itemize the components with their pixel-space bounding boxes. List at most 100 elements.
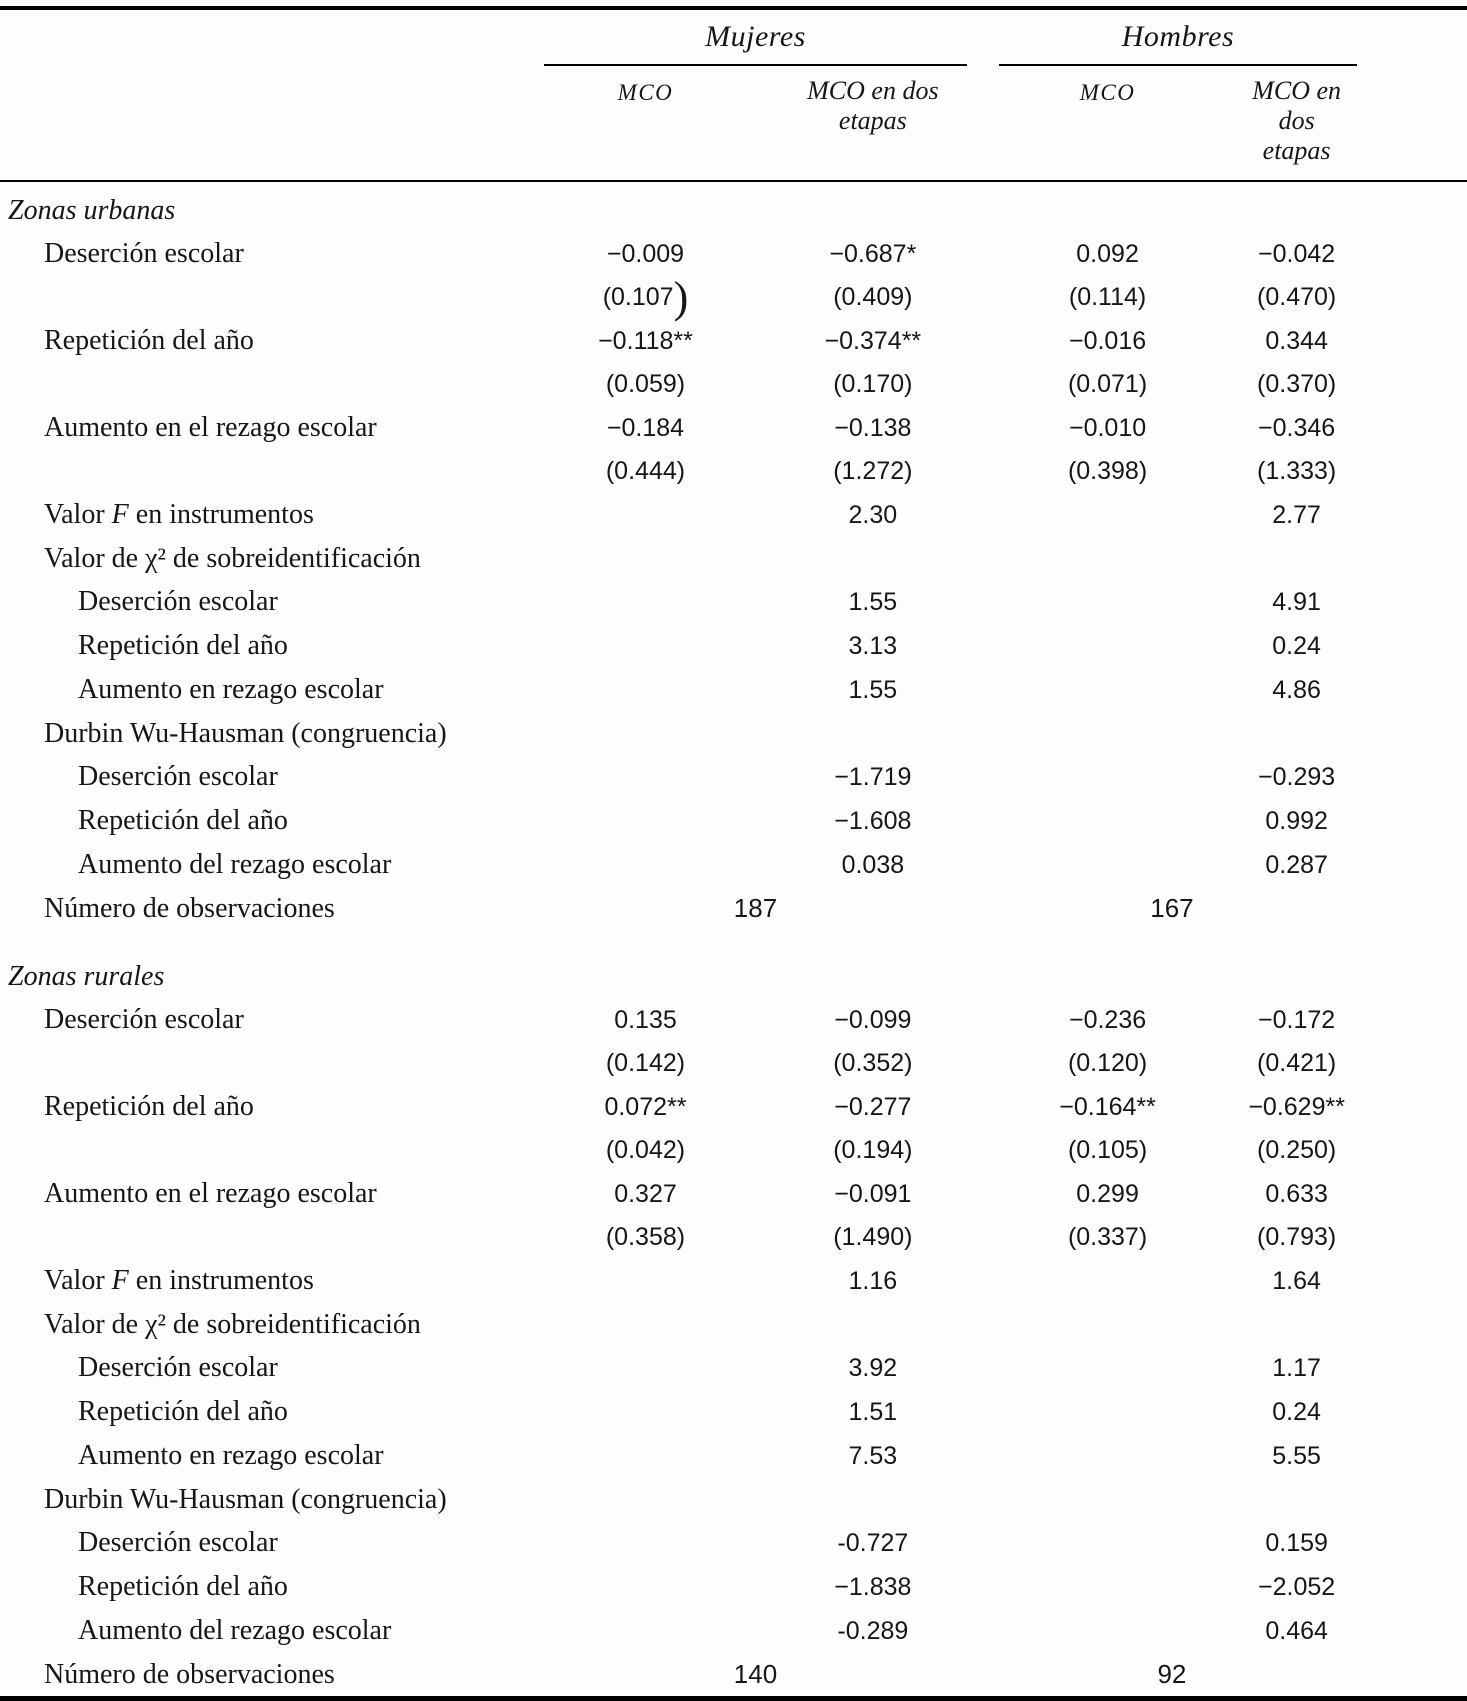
row-label: Aumento en el rezago escolar bbox=[44, 412, 377, 443]
cell-value bbox=[1232, 712, 1467, 755]
standard-error-value: (0.421) bbox=[1257, 1049, 1337, 1077]
row-label bbox=[0, 363, 528, 406]
row-label bbox=[0, 1042, 528, 1085]
cell-value bbox=[1232, 1303, 1467, 1346]
row-label: Repetición del año bbox=[78, 1571, 288, 1602]
results-table: Mujeres Hombres MCO MCO en dos etapas MC… bbox=[0, 6, 1467, 1701]
row-label: Valor F en instrumentos bbox=[44, 499, 314, 530]
row-label bbox=[0, 1216, 528, 1259]
standard-error-value: (0.071) bbox=[1067, 370, 1148, 398]
cell-value: 1.55 bbox=[848, 676, 898, 704]
cell-value: 4.86 bbox=[1272, 676, 1321, 704]
cell-value bbox=[983, 493, 1232, 537]
cell-value bbox=[983, 1303, 1232, 1346]
standard-error-value: (1.272) bbox=[833, 457, 913, 485]
cell-value: −1.719 bbox=[834, 763, 912, 791]
column-header-mco-mujeres: MCO bbox=[528, 66, 763, 182]
standard-error-value: (0.352) bbox=[833, 1049, 913, 1077]
cell-value bbox=[763, 712, 983, 755]
cell-value bbox=[528, 580, 763, 624]
cell-value: -0.289 bbox=[837, 1617, 909, 1645]
cell-value: 0.072** bbox=[604, 1093, 687, 1121]
table-row: Repetición del año −1.608 0.992 bbox=[0, 799, 1467, 843]
cell-value bbox=[983, 1390, 1232, 1434]
cell-value: 0.24 bbox=[1272, 632, 1321, 660]
table-row: Durbin Wu-Hausman (congruencia) bbox=[0, 1478, 1467, 1521]
standard-error-value: (0.250) bbox=[1257, 1136, 1337, 1164]
cell-value: −1.838 bbox=[834, 1573, 912, 1601]
table-row: Repetición del año 3.13 0.24 bbox=[0, 624, 1467, 668]
cell-value: 0.464 bbox=[1265, 1617, 1328, 1645]
standard-error-value: (0.142) bbox=[605, 1049, 686, 1077]
standard-error-value: (0.470) bbox=[1257, 283, 1337, 311]
cell-value bbox=[528, 1565, 763, 1609]
table-row: Aumento del rezago escolar -0.289 0.464 bbox=[0, 1609, 1467, 1653]
row-label: Valor de χ² de sobreidentificación bbox=[44, 543, 421, 574]
cell-value bbox=[528, 1434, 763, 1478]
cell-value: 0.344 bbox=[1265, 327, 1328, 355]
group-label-mujeres: Mujeres bbox=[705, 20, 806, 53]
cell-value: 1.55 bbox=[848, 588, 898, 616]
cell-value bbox=[528, 843, 763, 887]
cell-value bbox=[528, 799, 763, 843]
table-row: Deserción escolar −1.719 −0.293 bbox=[0, 755, 1467, 799]
observations-value: 187 bbox=[733, 893, 778, 923]
standard-error-value: (0.107) bbox=[602, 273, 689, 322]
cell-value: 0.159 bbox=[1265, 1529, 1328, 1557]
cell-value bbox=[528, 1303, 763, 1346]
table-row: Valor de χ² de sobreidentificación bbox=[0, 537, 1467, 580]
cell-value: −1.608 bbox=[834, 807, 912, 835]
cell-value bbox=[763, 1478, 983, 1521]
cell-value bbox=[983, 1434, 1232, 1478]
cell-value: 0.992 bbox=[1265, 807, 1328, 835]
row-label bbox=[0, 450, 528, 493]
table-row: (0.042) (0.194) (0.105) (0.250) bbox=[0, 1129, 1467, 1172]
standard-error-value: (0.059) bbox=[605, 370, 686, 398]
standard-error-value: (0.194) bbox=[833, 1136, 913, 1164]
cell-value: −0.346 bbox=[1258, 414, 1336, 442]
standard-error-value: (0.120) bbox=[1067, 1049, 1148, 1077]
table-row: (0.107) (0.409) (0.114) (0.470) bbox=[0, 273, 1467, 322]
table-row: Deserción escolar 3.92 1.17 bbox=[0, 1346, 1467, 1390]
cell-value: 1.64 bbox=[1272, 1267, 1321, 1295]
cell-value bbox=[528, 1390, 763, 1434]
standard-error-value: (0.370) bbox=[1257, 370, 1337, 398]
observations-value: 140 bbox=[733, 1659, 778, 1689]
cell-value: −0.277 bbox=[834, 1093, 912, 1121]
column-header-row: MCO MCO en dos etapas MCO MCO en dos eta… bbox=[0, 66, 1467, 182]
cell-value bbox=[983, 712, 1232, 755]
group-underline-mujeres: Mujeres bbox=[544, 20, 967, 66]
cell-value: −0.009 bbox=[606, 240, 685, 268]
cell-value bbox=[528, 1259, 763, 1303]
cell-value bbox=[983, 1346, 1232, 1390]
cell-value: 3.13 bbox=[848, 632, 898, 660]
row-label: Deserción escolar bbox=[78, 1527, 278, 1558]
row-label: Aumento del rezago escolar bbox=[78, 849, 392, 880]
table-row: Aumento en el rezago escolar −0.184 −0.138… bbox=[0, 406, 1467, 450]
cell-value bbox=[528, 493, 763, 537]
cell-value: 0.327 bbox=[614, 1180, 677, 1208]
cell-value bbox=[763, 1303, 983, 1346]
cell-value bbox=[528, 624, 763, 668]
row-label bbox=[0, 276, 528, 319]
cell-value bbox=[983, 755, 1232, 799]
cell-value bbox=[983, 624, 1232, 668]
cell-value bbox=[528, 1346, 763, 1390]
cell-value: 0.287 bbox=[1265, 851, 1328, 879]
row-label: Deserción escolar bbox=[78, 586, 278, 617]
cell-value: 3.92 bbox=[848, 1354, 898, 1382]
table-row: Número de observaciones 187 167 bbox=[0, 887, 1467, 930]
row-label bbox=[0, 1129, 528, 1172]
cell-value: 1.16 bbox=[848, 1267, 898, 1295]
standard-error-value: (0.793) bbox=[1257, 1223, 1337, 1251]
table-row: Repetición del año −1.838 −2.052 bbox=[0, 1565, 1467, 1609]
cell-value: 0.092 bbox=[1076, 240, 1139, 268]
table-row: Aumento en rezago escolar 7.53 5.55 bbox=[0, 1434, 1467, 1478]
cell-value: −0.091 bbox=[834, 1180, 912, 1208]
cell-value bbox=[528, 668, 763, 712]
table-row: Deserción escolar −0.009 −0.687* 0.092 −0.04… bbox=[0, 232, 1467, 276]
table-row: (0.358) (1.490) (0.337) (0.793) bbox=[0, 1216, 1467, 1259]
cell-value bbox=[1232, 1478, 1467, 1521]
standard-error-value: (0.337) bbox=[1067, 1223, 1148, 1251]
